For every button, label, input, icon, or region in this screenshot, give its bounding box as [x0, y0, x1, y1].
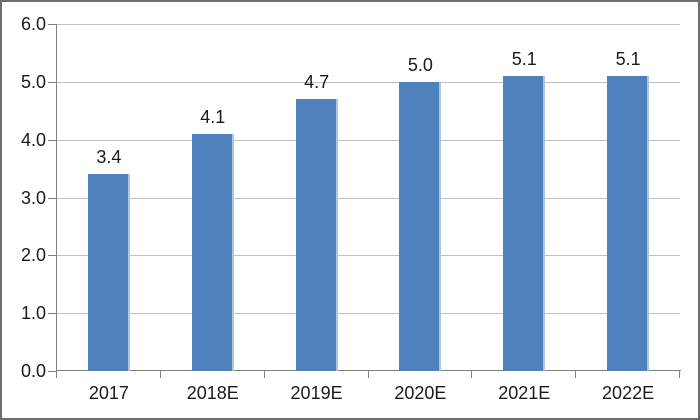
y-axis-label: 1.0 — [20, 303, 46, 324]
plot-area: 3.4 4.1 4.7 5.0 5.1 5.1 — [57, 24, 680, 371]
gridline — [57, 81, 680, 83]
x-axis-label: 2021E — [498, 383, 551, 403]
x-axis-tick — [471, 371, 473, 378]
y-axis-label: 5.0 — [20, 71, 46, 92]
y-axis-label: 6.0 — [20, 14, 46, 34]
y-axis-label: 4.0 — [20, 129, 46, 150]
bar-value-label: 4.1 — [200, 106, 226, 127]
x-axis-tick — [367, 371, 369, 378]
y-axis-tick — [48, 139, 56, 141]
x-axis-tick — [575, 371, 577, 378]
bar — [503, 76, 546, 371]
bar — [607, 76, 650, 371]
gridline — [57, 139, 680, 141]
bar-value-label: 5.1 — [615, 49, 641, 70]
gridline — [57, 313, 680, 315]
bar-value-label: 5.1 — [511, 49, 537, 70]
bar-value-label: 3.4 — [96, 147, 122, 168]
gridline — [57, 197, 680, 199]
x-axis-tick — [263, 371, 265, 378]
y-axis-label: 2.0 — [20, 245, 46, 266]
y-axis-tick — [48, 24, 56, 25]
x-axis-tick — [159, 371, 161, 378]
y-axis-tick — [48, 255, 56, 257]
gridline — [57, 255, 680, 257]
y-axis-tick — [48, 313, 56, 315]
bar — [399, 81, 442, 371]
x-axis-label: 2019E — [290, 383, 343, 403]
x-axis-tick — [56, 371, 57, 378]
bar — [87, 174, 130, 371]
y-axis-tick — [48, 197, 56, 199]
x-axis-tick — [679, 371, 680, 378]
x-axis-label: 2022E — [602, 383, 655, 403]
x-axis-label: 2017 — [88, 383, 129, 403]
y-axis-label: 3.0 — [20, 187, 46, 208]
bar — [191, 133, 234, 371]
y-axis-line — [56, 24, 57, 371]
x-axis-label: 2020E — [394, 383, 447, 403]
bar-value-label: 5.0 — [407, 54, 433, 75]
x-axis-line — [56, 370, 681, 371]
y-axis-tick — [48, 81, 56, 83]
x-axis-label: 2018E — [186, 383, 239, 403]
y-axis-label: 0.0 — [20, 361, 46, 381]
bar-value-label: 4.7 — [304, 72, 330, 93]
bar — [295, 99, 338, 371]
gridline — [57, 24, 680, 25]
y-axis-tick — [48, 371, 56, 372]
